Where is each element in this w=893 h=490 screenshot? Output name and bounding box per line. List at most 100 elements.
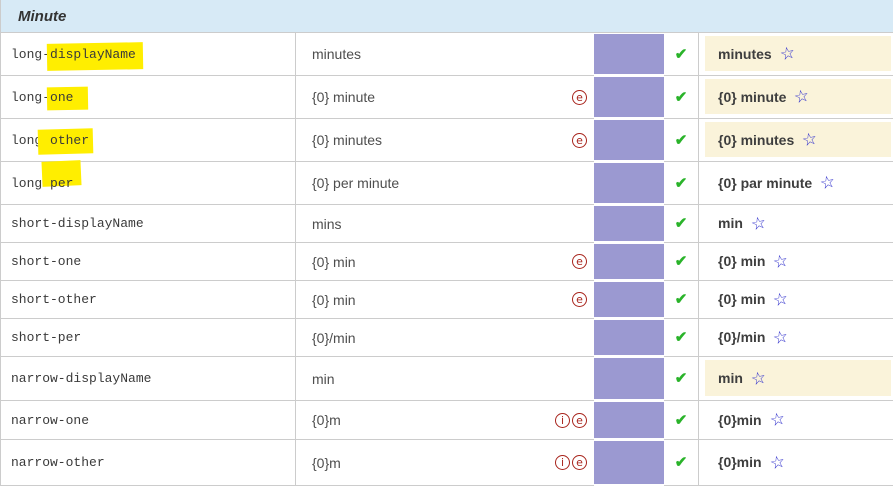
code-text: short-per	[11, 330, 82, 345]
approval-cell: ✔	[664, 281, 699, 319]
winning-vote-area[interactable]: {0}/min ☆	[705, 322, 891, 352]
example-icon[interactable]: e	[572, 455, 587, 470]
check-icon: ✔	[674, 411, 688, 429]
table-row: narrow-displayName min ✔ min ☆	[1, 357, 893, 401]
english-cell: min	[296, 357, 594, 401]
star-icon[interactable]: ☆	[749, 212, 768, 234]
winning-cell: {0} minutes ☆	[699, 119, 893, 162]
status-cell	[594, 76, 664, 119]
winning-vote-area[interactable]: minutes ☆	[705, 36, 892, 71]
status-color-block	[594, 77, 664, 117]
winning-text: {0} minutes	[718, 131, 795, 148]
check-icon: ✔	[674, 253, 688, 270]
code-text: short-displayName	[11, 216, 144, 231]
approval-cell: ✔	[664, 357, 699, 401]
example-icon[interactable]: e	[572, 412, 587, 428]
english-cell: {0}/min	[296, 319, 594, 357]
section-header-row: Minute	[1, 0, 893, 33]
english-text: {0} minutes	[312, 132, 383, 148]
winning-text: {0} minute	[718, 88, 787, 105]
winning-vote-area[interactable]: {0} par minute ☆	[705, 165, 891, 200]
winning-cell: min ☆	[699, 205, 893, 243]
star-icon[interactable]: ☆	[767, 408, 787, 431]
english-cell: mins	[296, 205, 594, 243]
table-row: long-one {0} minute e ✔ {0} minute ☆	[1, 76, 893, 119]
table-row: short-displayName mins ✔ min ☆	[1, 205, 893, 243]
winning-text: minutes	[718, 45, 772, 62]
code-cell: short-displayName	[1, 205, 296, 243]
english-cell: {0} minute e	[296, 76, 594, 119]
code-text-highlighted: per	[50, 175, 74, 191]
winning-cell: {0} min ☆	[699, 281, 893, 319]
status-color-block	[594, 244, 664, 279]
status-color-block	[594, 320, 664, 355]
status-cell	[594, 162, 664, 205]
check-icon: ✔	[674, 88, 688, 106]
winning-vote-area[interactable]: {0} min ☆	[705, 284, 891, 314]
winning-cell: {0} minute ☆	[699, 76, 893, 119]
english-cell: {0} min e	[296, 281, 594, 319]
winning-cell: minutes ☆	[699, 33, 893, 76]
code-text: long-	[11, 175, 51, 191]
winning-vote-area[interactable]: min ☆	[705, 360, 892, 396]
approval-cell: ✔	[664, 319, 699, 357]
winning-vote-area[interactable]: min ☆	[705, 208, 891, 238]
approval-cell: ✔	[664, 243, 699, 281]
winning-vote-area[interactable]: {0}min ☆	[705, 404, 891, 435]
status-cell	[594, 440, 664, 486]
example-icon[interactable]: e	[572, 292, 587, 307]
english-text: {0}m	[312, 412, 341, 428]
winning-text: {0}min	[718, 411, 762, 428]
status-color-block	[594, 282, 664, 317]
approval-cell: ✔	[664, 76, 699, 119]
code-cell: long-displayName	[1, 33, 296, 76]
example-icon[interactable]: e	[572, 132, 587, 148]
approval-cell: ✔	[664, 119, 699, 162]
winning-text: {0}min	[718, 454, 762, 470]
star-icon[interactable]: ☆	[818, 171, 838, 194]
example-icon[interactable]: e	[572, 89, 587, 105]
info-icon[interactable]: i	[555, 455, 570, 470]
code-text-highlighted: other	[50, 132, 90, 148]
status-color-block	[594, 34, 664, 74]
star-icon[interactable]: ☆	[777, 42, 797, 65]
winning-vote-area[interactable]: {0} min ☆	[705, 246, 891, 276]
english-cell: {0} per minute	[296, 162, 594, 205]
winning-text: {0} par minute	[718, 174, 813, 191]
approval-cell: ✔	[664, 440, 699, 486]
star-icon[interactable]: ☆	[771, 326, 791, 348]
star-icon[interactable]: ☆	[749, 367, 768, 389]
star-icon[interactable]: ☆	[771, 250, 791, 272]
winning-vote-area[interactable]: {0} minutes ☆	[705, 122, 892, 157]
status-color-block	[594, 120, 664, 160]
status-color-block	[594, 441, 664, 484]
star-icon[interactable]: ☆	[771, 288, 791, 310]
winning-vote-area[interactable]: {0} minute ☆	[705, 79, 892, 114]
approval-cell: ✔	[664, 33, 699, 76]
english-text: {0}m	[312, 454, 341, 471]
status-cell	[594, 401, 664, 440]
english-text: mins	[312, 215, 342, 232]
star-icon[interactable]: ☆	[767, 451, 787, 473]
check-icon: ✔	[674, 45, 688, 63]
check-icon: ✔	[674, 291, 688, 308]
star-icon[interactable]: ☆	[800, 128, 820, 151]
example-icon[interactable]: e	[572, 254, 587, 269]
status-color-block	[594, 358, 664, 399]
english-cell: {0} minutes e	[296, 119, 594, 162]
english-text: {0} min	[312, 253, 356, 270]
check-icon: ✔	[674, 370, 688, 387]
status-color-block	[594, 163, 664, 203]
winning-text: {0} min	[718, 253, 766, 269]
check-icon: ✔	[674, 174, 688, 192]
code-cell: narrow-other	[1, 440, 296, 486]
status-cell	[594, 243, 664, 281]
winning-cell: {0}min ☆	[699, 440, 893, 486]
winning-vote-area[interactable]: {0}min ☆	[705, 443, 891, 481]
star-icon[interactable]: ☆	[792, 85, 812, 108]
info-icon[interactable]: i	[555, 412, 570, 428]
status-color-block	[594, 402, 664, 438]
section-title: Minute	[1, 0, 893, 33]
approval-cell: ✔	[664, 162, 699, 205]
